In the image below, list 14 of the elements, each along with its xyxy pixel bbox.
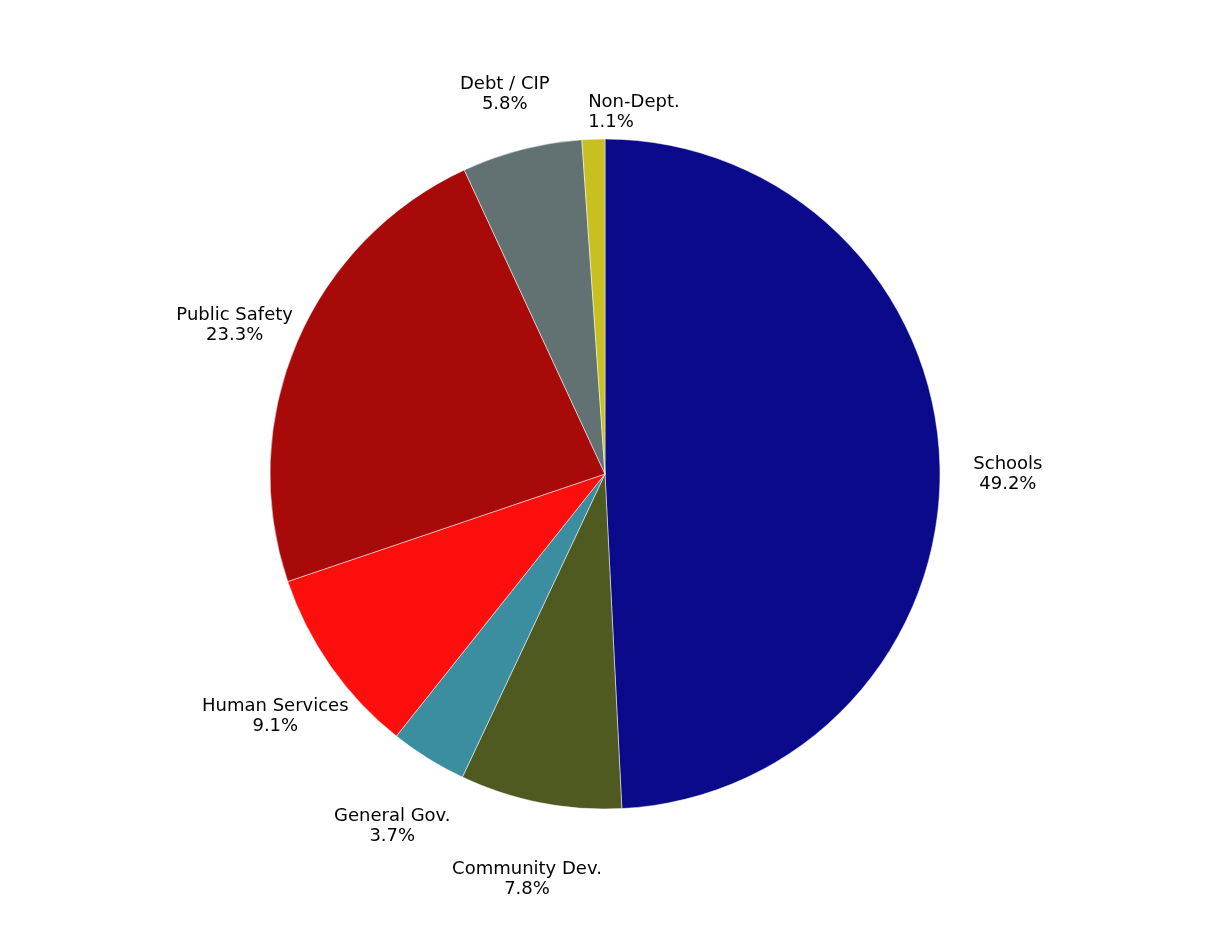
slice-label: Human Services	[202, 693, 349, 715]
data-label: 1.1%	[588, 110, 634, 132]
data-label: 23.3%	[206, 323, 264, 345]
data-label: 9.1%	[252, 713, 299, 735]
slice-label: Debt / CIP	[459, 71, 550, 93]
data-label: 49.2%	[979, 471, 1037, 493]
data-label: 5.8%	[481, 91, 528, 113]
slice-label: Schools	[973, 451, 1043, 473]
slice-label: Public Safety	[176, 303, 294, 325]
data-label: 3.7%	[369, 824, 416, 846]
slice-label: General Gov.	[333, 804, 451, 826]
slice-label: Community Dev.	[452, 857, 602, 879]
data-label: 7.8%	[504, 877, 550, 899]
slice-label: Non-Dept.	[588, 90, 680, 112]
